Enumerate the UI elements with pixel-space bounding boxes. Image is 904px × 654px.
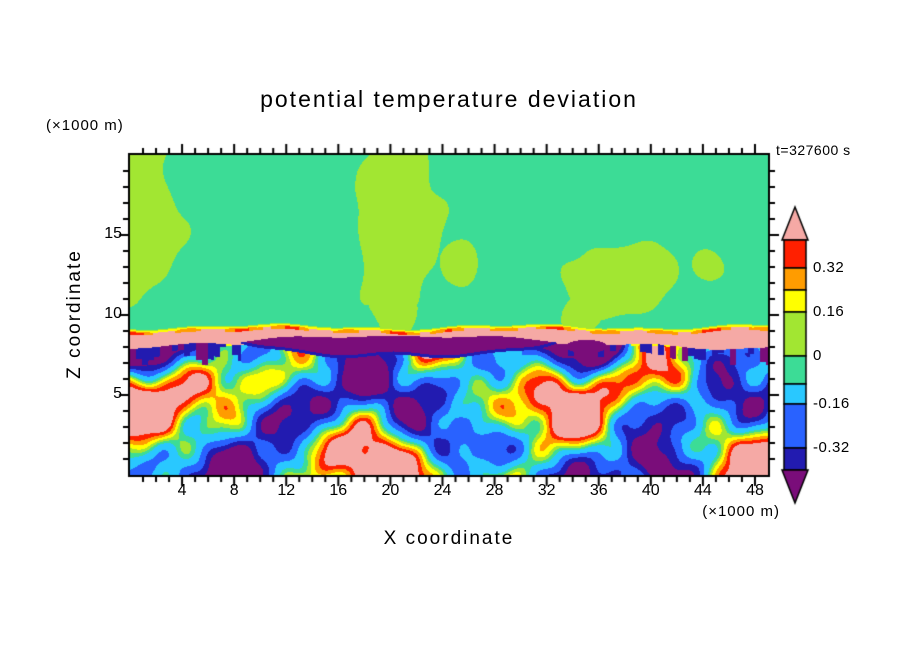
- colorbar-tick-label: -0.32: [813, 439, 850, 456]
- z-axis-units-label: (×1000 m): [46, 117, 124, 134]
- colorbar-tick-label: -0.16: [813, 395, 850, 412]
- x-tick-label: 24: [433, 482, 452, 499]
- z-tick-label: 5: [113, 385, 122, 402]
- x-tick-label: 48: [746, 482, 764, 499]
- x-tick-label: 20: [381, 482, 400, 499]
- colorbar-tick-label: 0.16: [813, 303, 845, 320]
- z-tick-label: 10: [104, 305, 122, 322]
- x-tick-label: 32: [537, 482, 556, 499]
- x-tick-label: 8: [229, 482, 239, 499]
- chart-title: potential temperature deviation: [260, 86, 638, 112]
- x-tick-label: 44: [693, 482, 712, 499]
- x-tick-label: 36: [589, 482, 608, 499]
- colorbar-tick-label: 0.32: [813, 259, 845, 276]
- x-axis-units-label: (×1000 m): [702, 503, 780, 520]
- timestamp-label: t=327600 s: [776, 142, 851, 158]
- x-tick-label: 28: [485, 482, 504, 499]
- x-axis-title: X coordinate: [383, 528, 515, 549]
- x-tick-label: 40: [641, 482, 660, 499]
- x-tick-label: 4: [177, 482, 187, 499]
- x-tick-label: 16: [329, 482, 348, 499]
- z-tick-label: 15: [104, 225, 122, 242]
- colorbar-tick-label: 0: [813, 347, 822, 364]
- x-tick-label: 12: [277, 482, 296, 499]
